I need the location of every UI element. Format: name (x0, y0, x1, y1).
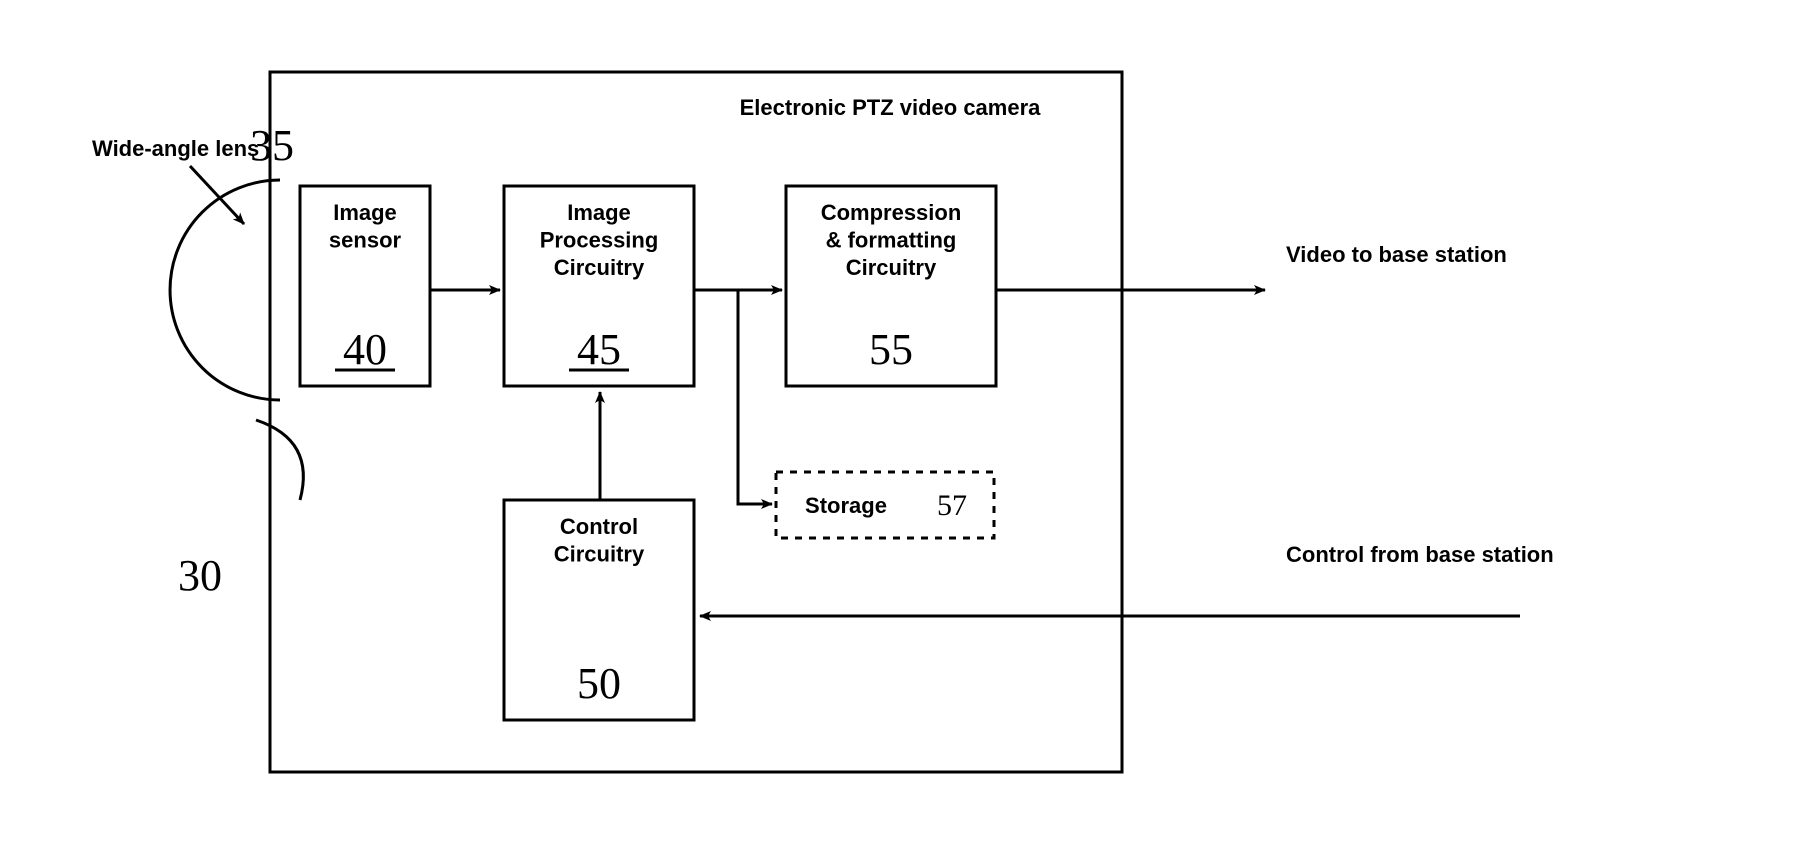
node-storage-label: Storage (805, 493, 887, 518)
node-sensor-label-0: Image (333, 200, 397, 225)
edge-proc-to-storage (738, 290, 772, 504)
node-compress-label-1: & formatting (826, 228, 957, 253)
node-control-label-1: Circuitry (554, 542, 645, 567)
node-proc-label-1: Processing (540, 228, 659, 253)
node-control-ref: 50 (577, 659, 621, 708)
lens-ref: 35 (250, 121, 294, 170)
node-proc-ref: 45 (577, 325, 621, 374)
lens-label: Wide-angle lens (92, 136, 259, 161)
node-compress-ref: 55 (869, 325, 913, 374)
node-compress-label-0: Compression (821, 200, 962, 225)
system-title: Electronic PTZ video camera (740, 95, 1042, 120)
node-proc-label-0: Image (567, 200, 631, 225)
thirty-ref: 30 (178, 551, 222, 600)
node-storage-ref2: 57 (937, 489, 967, 522)
node-sensor-ref: 40 (343, 325, 387, 374)
ext-label-control_in: Control from base station (1286, 542, 1554, 567)
node-sensor-label-1: sensor (329, 228, 402, 253)
node-compress-label-2: Circuitry (846, 255, 937, 280)
ext-label-video_out: Video to base station (1286, 242, 1507, 267)
lens-arc (170, 180, 280, 400)
thirty-callout (256, 420, 303, 500)
system-box (270, 72, 1122, 772)
node-control-label-0: Control (560, 514, 638, 539)
node-proc-label-2: Circuitry (554, 255, 645, 280)
